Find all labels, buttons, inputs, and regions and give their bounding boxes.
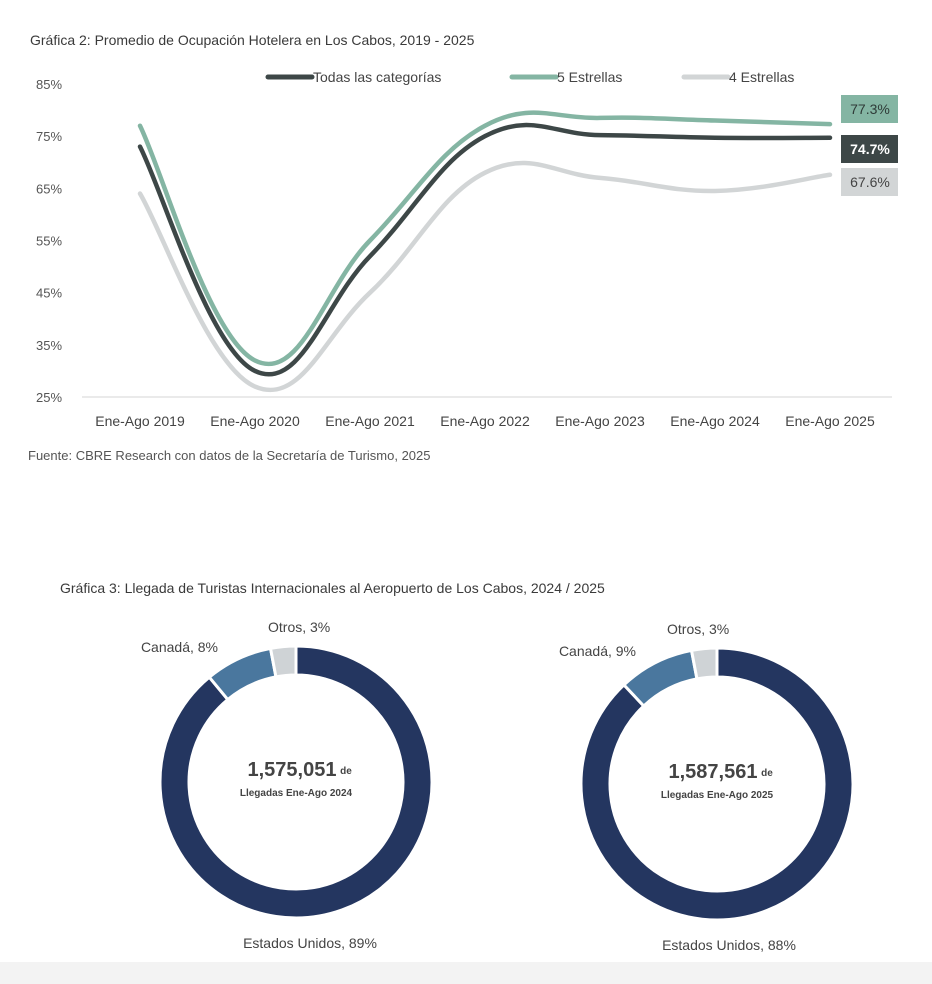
line-chart-source: Fuente: CBRE Research con datos de la Se… — [28, 448, 431, 463]
slice-label: Estados Unidos, 89% — [243, 935, 377, 951]
x-tick-label: Ene-Ago 2023 — [555, 413, 645, 429]
series-line-1 — [137, 110, 833, 366]
donut-slice — [689, 646, 719, 681]
donut-center-value: 1,575,051 — [248, 759, 337, 781]
end-value-label: 74.7% — [850, 141, 890, 157]
slice-label: Otros, 3% — [667, 621, 729, 637]
y-tick-label: 35% — [36, 338, 62, 353]
y-tick-label: 45% — [36, 286, 62, 301]
donut-slice — [158, 644, 434, 920]
donut-center-caption: Llegadas Ene-Ago 2024 — [240, 788, 353, 799]
line-chart-title: Gráfica 2: Promedio de Ocupación Hoteler… — [30, 32, 475, 48]
bottom-strip — [0, 962, 932, 984]
end-value-box — [841, 135, 898, 163]
y-tick-label: 75% — [36, 129, 62, 144]
legend-label: 4 Estrellas — [729, 69, 794, 85]
y-tick-label: 25% — [36, 390, 62, 405]
end-value-box — [841, 95, 898, 123]
x-tick-label: Ene-Ago 2025 — [785, 413, 875, 429]
donut-center-suffix: de — [340, 766, 352, 777]
end-value-label: 67.6% — [850, 174, 890, 190]
series-line-2 — [137, 160, 833, 393]
donut-center-value: 1,587,561 — [669, 761, 758, 783]
slice-label: Canadá, 9% — [559, 643, 636, 659]
series-line-0 — [137, 122, 833, 377]
donut-chart-title: Gráfica 3: Llegada de Turistas Internaci… — [60, 580, 605, 596]
y-tick-label: 65% — [36, 181, 62, 196]
donut-center-caption: Llegadas Ene-Ago 2025 — [661, 790, 774, 801]
x-tick-label: Ene-Ago 2019 — [95, 413, 185, 429]
end-value-box — [841, 168, 898, 196]
y-tick-label: 85% — [36, 77, 62, 92]
x-tick-label: Ene-Ago 2020 — [210, 413, 300, 429]
slice-label: Otros, 3% — [268, 619, 330, 635]
x-tick-label: Ene-Ago 2021 — [325, 413, 415, 429]
slice-label: Canadá, 8% — [141, 639, 218, 655]
x-tick-label: Ene-Ago 2024 — [670, 413, 760, 429]
x-tick-label: Ene-Ago 2022 — [440, 413, 530, 429]
donut-center-suffix: de — [761, 768, 773, 779]
donut-slice — [268, 644, 298, 679]
legend-label: Todas las categorías — [313, 69, 441, 85]
donut-slice — [579, 646, 855, 922]
y-tick-label: 55% — [36, 234, 62, 249]
slice-label: Estados Unidos, 88% — [662, 937, 796, 953]
legend-label: 5 Estrellas — [557, 69, 622, 85]
end-value-label: 77.3% — [850, 101, 890, 117]
